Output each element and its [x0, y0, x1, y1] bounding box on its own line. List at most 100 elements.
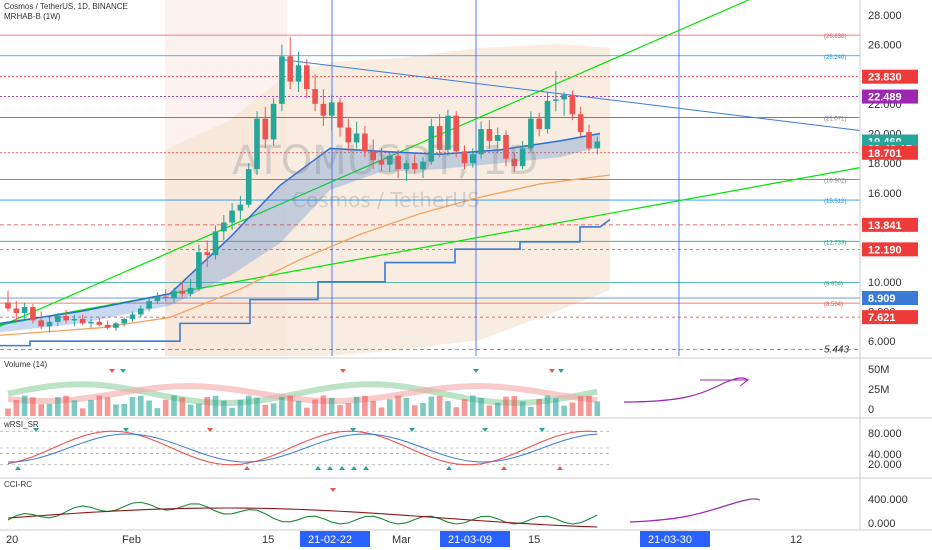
- candle-body: [337, 102, 343, 128]
- candle-body: [428, 126, 435, 162]
- candle-body: [295, 65, 302, 82]
- rsi-signal-marker: [409, 428, 415, 432]
- rsi-signal-marker: [539, 428, 545, 432]
- volume-bar: [221, 400, 227, 416]
- rsi-line-red: [7, 430, 598, 466]
- candle-body: [553, 99, 559, 101]
- volume-bar: [121, 403, 127, 416]
- candle-body: [13, 308, 20, 313]
- volume-bar: [378, 407, 385, 416]
- volume-bar: [245, 395, 252, 416]
- chart-title: Cosmos / TetherUS, 1D, BINANCE: [4, 2, 128, 11]
- volume-bar: [196, 403, 202, 416]
- cci-tick-label: 0.000: [868, 518, 896, 530]
- candle-body: [536, 118, 542, 130]
- volume-bar: [254, 397, 260, 416]
- candle-body: [212, 231, 219, 256]
- candle-body: [411, 163, 418, 170]
- price-tag: [862, 310, 918, 325]
- candle-body: [328, 102, 335, 116]
- volume-bar: [88, 399, 94, 416]
- volume-bar: [30, 397, 36, 416]
- candle-body: [378, 160, 385, 165]
- volume-bar: [179, 397, 186, 416]
- volume-signal-marker: [109, 369, 115, 373]
- candle-body: [79, 318, 86, 324]
- cci-tick-label: 400.000: [868, 494, 908, 506]
- candle-body: [187, 287, 194, 294]
- volume-bar: [420, 402, 426, 416]
- candle-body: [154, 296, 161, 302]
- candle-body: [486, 129, 493, 141]
- volume-bar: [428, 396, 435, 416]
- candle-body: [196, 252, 202, 288]
- candle-body: [38, 320, 44, 327]
- volume-bar: [511, 396, 518, 416]
- level-label: (8.564): [824, 302, 843, 308]
- volume-bar: [486, 405, 493, 416]
- volume-bar: [13, 400, 20, 416]
- candle-body: [304, 65, 310, 89]
- candle-body: [494, 134, 501, 141]
- volume-bar: [519, 401, 526, 416]
- candle-body: [229, 210, 235, 223]
- rsi-signal-marker: [482, 428, 488, 432]
- rsi-signal-marker: [557, 466, 563, 470]
- candle-body: [586, 132, 592, 149]
- price-tag: [862, 291, 918, 306]
- price-tag-label: 7.621: [868, 312, 896, 324]
- watermark-symbol: ATOMUSDT, 1D: [232, 138, 539, 184]
- rsi-signal-marker: [501, 466, 507, 470]
- candle-body: [279, 56, 285, 104]
- candle-body: [569, 94, 576, 115]
- cci-signal-marker: [330, 488, 336, 492]
- candle-body: [453, 115, 459, 152]
- level-label: (26.630): [824, 34, 846, 40]
- volume-bar: [279, 396, 285, 416]
- candle-body: [63, 315, 69, 321]
- volume-bar: [569, 402, 576, 416]
- rsi-signal-marker: [446, 466, 452, 470]
- watermark-name: Cosmos / TetherUS: [292, 188, 480, 212]
- volume-signal-marker: [549, 369, 555, 373]
- rsi-signal-marker: [363, 466, 369, 470]
- candle-body: [270, 103, 277, 140]
- candle-body: [503, 134, 509, 159]
- volume-bar: [362, 395, 368, 416]
- level-label: (21.071): [824, 117, 846, 123]
- volume-bar: [204, 396, 210, 416]
- candle-body: [21, 307, 28, 313]
- x-tick-label: 15: [528, 534, 540, 546]
- volume-bar: [46, 403, 53, 416]
- price-tag-label: 18.701: [868, 148, 902, 160]
- rsi-line-blue: [7, 433, 598, 463]
- cci-pane-title: CCI-RC: [4, 480, 32, 489]
- x-tick-label: 20: [6, 534, 18, 546]
- candle-body: [528, 118, 534, 149]
- volume-bar: [586, 396, 592, 416]
- x-tick-label: 15: [262, 534, 274, 546]
- volume-bar: [345, 403, 352, 416]
- rsi-signal-marker: [327, 466, 333, 470]
- candle-body: [71, 318, 78, 321]
- volume-signal-marker: [558, 369, 564, 373]
- candle-body: [436, 126, 443, 150]
- volume-bar: [287, 395, 293, 416]
- volume-bar: [262, 404, 269, 416]
- candle-body: [146, 301, 152, 309]
- volume-bar: [138, 395, 144, 416]
- volume-tick-label: 0: [868, 404, 874, 416]
- volume-bar: [594, 401, 601, 416]
- candle-body: [129, 314, 136, 319]
- candle-body: [519, 148, 526, 167]
- volume-bar: [21, 395, 28, 416]
- volume-projection-arrow: [700, 379, 750, 387]
- y-tick-label: 18.000: [868, 158, 902, 170]
- y-tick-label: 28.000: [868, 10, 902, 22]
- candle-body: [204, 252, 210, 256]
- candle-body: [245, 169, 252, 205]
- volume-bar: [304, 407, 310, 416]
- candle-body: [55, 315, 61, 322]
- volume-bar: [38, 404, 44, 416]
